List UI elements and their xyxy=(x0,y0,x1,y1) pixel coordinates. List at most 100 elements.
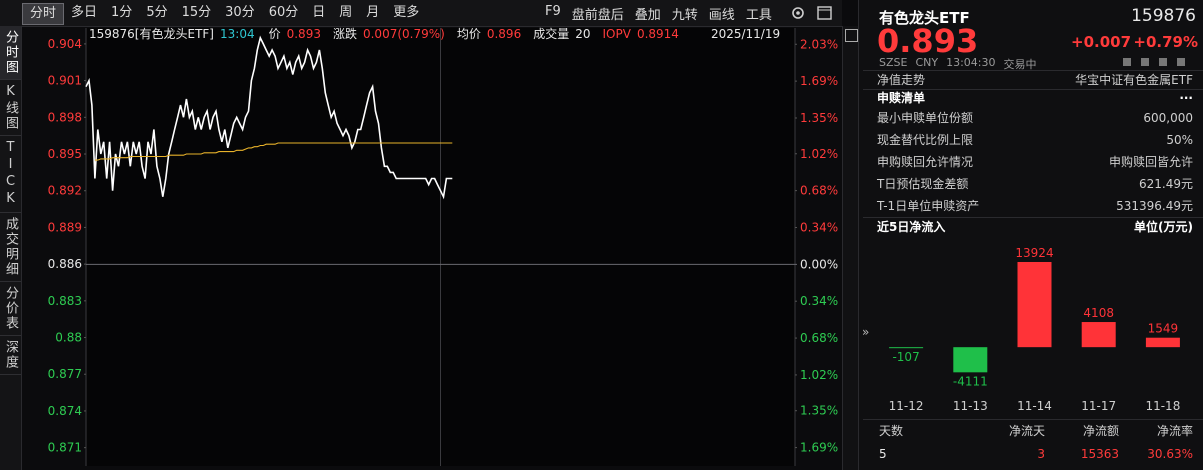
flow-title: 近5日净流入 xyxy=(877,220,946,234)
y-tick-label: 0.892 xyxy=(48,184,82,198)
status-icons xyxy=(1123,58,1185,66)
quote-change: +0.007 xyxy=(1071,33,1132,51)
y-tick-label: 0.898 xyxy=(48,110,82,124)
y2-tick-label: 2.03% xyxy=(800,37,838,51)
tab[interactable]: 多日 xyxy=(71,5,98,20)
tool-button[interactable]: 九转 xyxy=(671,8,698,23)
tool-button[interactable]: 工具 xyxy=(745,8,772,23)
tab[interactable]: 月 xyxy=(366,5,380,20)
status-icon[interactable] xyxy=(1177,58,1185,66)
status-icon[interactable] xyxy=(1123,58,1131,66)
creation-row: T-1日单位申赎资产 531396.49元 xyxy=(877,196,1193,216)
panel-icon[interactable] xyxy=(845,29,858,42)
y2-tick-label: 1.35% xyxy=(800,111,838,125)
summary-value: 15363 xyxy=(1080,447,1119,461)
tool-button[interactable]: 叠加 xyxy=(634,8,661,23)
quote-panel: 有色龙头ETF 159876 0.893 +0.007 +0.79% SZSE … xyxy=(858,0,1203,470)
separator xyxy=(863,89,1203,90)
tab[interactable]: 60分 xyxy=(268,5,299,20)
creation-header: 申赎清单 ··· xyxy=(877,88,1193,108)
nav-label: 净值走势 xyxy=(877,73,926,87)
toolbar-icons xyxy=(792,6,832,20)
creation-row: 现金替代比例上限 50% xyxy=(877,130,1193,150)
row-value: 50% xyxy=(1166,133,1193,147)
nav-row[interactable]: 净值走势 华宝中证有色金属ETF xyxy=(877,70,1193,90)
separator xyxy=(863,419,1203,420)
status-icon[interactable] xyxy=(1159,58,1167,66)
row-value: 621.49元 xyxy=(1139,177,1193,191)
volume: 20 xyxy=(575,27,591,41)
tab[interactable]: 分时 xyxy=(22,3,65,25)
y2-tick-label: 0.34% xyxy=(800,220,838,234)
flow-header: 近5日净流入 单位(万元) xyxy=(877,217,1193,237)
summary-value: 30.63% xyxy=(1147,447,1193,461)
avg-price: 0.896 xyxy=(486,27,522,41)
view-tab[interactable]: 深度 xyxy=(0,336,21,375)
summary-value: 3 xyxy=(1037,447,1045,461)
row-label: 现金替代比例上限 xyxy=(877,133,974,147)
y-tick-label: 0.871 xyxy=(48,441,82,455)
currency: CNY xyxy=(915,56,939,69)
view-tab[interactable]: K线图 xyxy=(0,80,21,136)
view-tab[interactable]: 成交明细 xyxy=(0,213,21,282)
series-line xyxy=(94,142,453,161)
y2-tick-label: 1.69% xyxy=(800,441,838,455)
tab[interactable]: 周 xyxy=(339,5,353,20)
tab[interactable]: 5分 xyxy=(146,5,168,20)
y-tick-label: 0.889 xyxy=(48,220,82,234)
window-icon[interactable] xyxy=(817,6,832,20)
tab[interactable]: 更多 xyxy=(393,5,420,20)
view-tab[interactable]: 分时图 xyxy=(0,26,21,80)
y-tick-label: 0.877 xyxy=(48,367,82,381)
more-button[interactable]: ··· xyxy=(1179,91,1193,105)
y2-tick-label: 1.69% xyxy=(800,74,838,88)
price-label: 价 xyxy=(268,27,281,41)
view-tab[interactable]: 分价表 xyxy=(0,282,21,336)
row-label: 最小申赎单位份额 xyxy=(877,111,974,125)
tab[interactable]: 30分 xyxy=(225,5,255,20)
volume-label: 成交量 xyxy=(533,27,570,41)
quote-code: 159876 xyxy=(1131,6,1196,26)
y-tick-label: 0.886 xyxy=(48,257,82,271)
tool-button[interactable]: 盘前盘后 xyxy=(571,8,624,23)
view-sidebar: 分时图 K线图 TICK 成交明细 分价表 深度 xyxy=(0,26,22,470)
y2-tick-label: 1.02% xyxy=(800,147,838,161)
y2-tick-label: 0.68% xyxy=(800,184,838,198)
tab[interactable]: 1分 xyxy=(111,5,133,20)
row-value: 600,000 xyxy=(1143,111,1193,125)
y-tick-label: 0.874 xyxy=(48,404,82,418)
y-tick-label: 0.901 xyxy=(48,74,82,88)
y-tick-label: 0.88 xyxy=(55,331,82,345)
creation-row: 最小申赎单位份额 600,000 xyxy=(877,108,1193,128)
security-name: 159876[有色龙头ETF] xyxy=(89,27,214,41)
status-icon[interactable] xyxy=(1141,58,1149,66)
exchange: SZSE xyxy=(879,56,908,69)
tab[interactable]: 日 xyxy=(312,5,326,20)
iopv-label: IOPV xyxy=(602,27,631,41)
nav-value: 华宝中证有色金属ETF xyxy=(1075,73,1193,87)
y2-tick-label: 0.68% xyxy=(800,331,838,345)
creation-row: 申购赎回允许情况 申购赎回皆允许 xyxy=(877,152,1193,172)
iopv: 0.8914 xyxy=(636,27,679,41)
settings-icon[interactable] xyxy=(792,7,804,19)
collapse-toggle[interactable]: » xyxy=(862,325,870,339)
creation-title: 申赎清单 xyxy=(877,91,926,105)
summary-value: 5 xyxy=(879,447,887,461)
y-tick-label: 0.883 xyxy=(48,294,82,308)
y-tick-label: 0.895 xyxy=(48,147,82,161)
tab[interactable]: 15分 xyxy=(181,5,212,20)
y-tick-label: 0.904 xyxy=(48,37,82,51)
summary-header: 净流天 xyxy=(1008,424,1045,438)
tool-button[interactable]: 画线 xyxy=(708,8,735,23)
separator xyxy=(863,217,1203,218)
date: 2025/11/19 xyxy=(710,27,781,41)
price: 0.893 xyxy=(286,27,321,41)
quote-price: 0.893 xyxy=(877,22,979,60)
change: 0.007(0.79%) xyxy=(362,27,445,41)
row-value: 531396.49元 xyxy=(1116,199,1193,213)
tool-button[interactable]: F9 xyxy=(545,4,561,19)
view-tab[interactable]: TICK xyxy=(0,136,21,213)
toolbar: 分时 多日 1分 5分 15分 30分 60分 日 周 月 更多 F9 盘前盘后… xyxy=(0,0,842,27)
